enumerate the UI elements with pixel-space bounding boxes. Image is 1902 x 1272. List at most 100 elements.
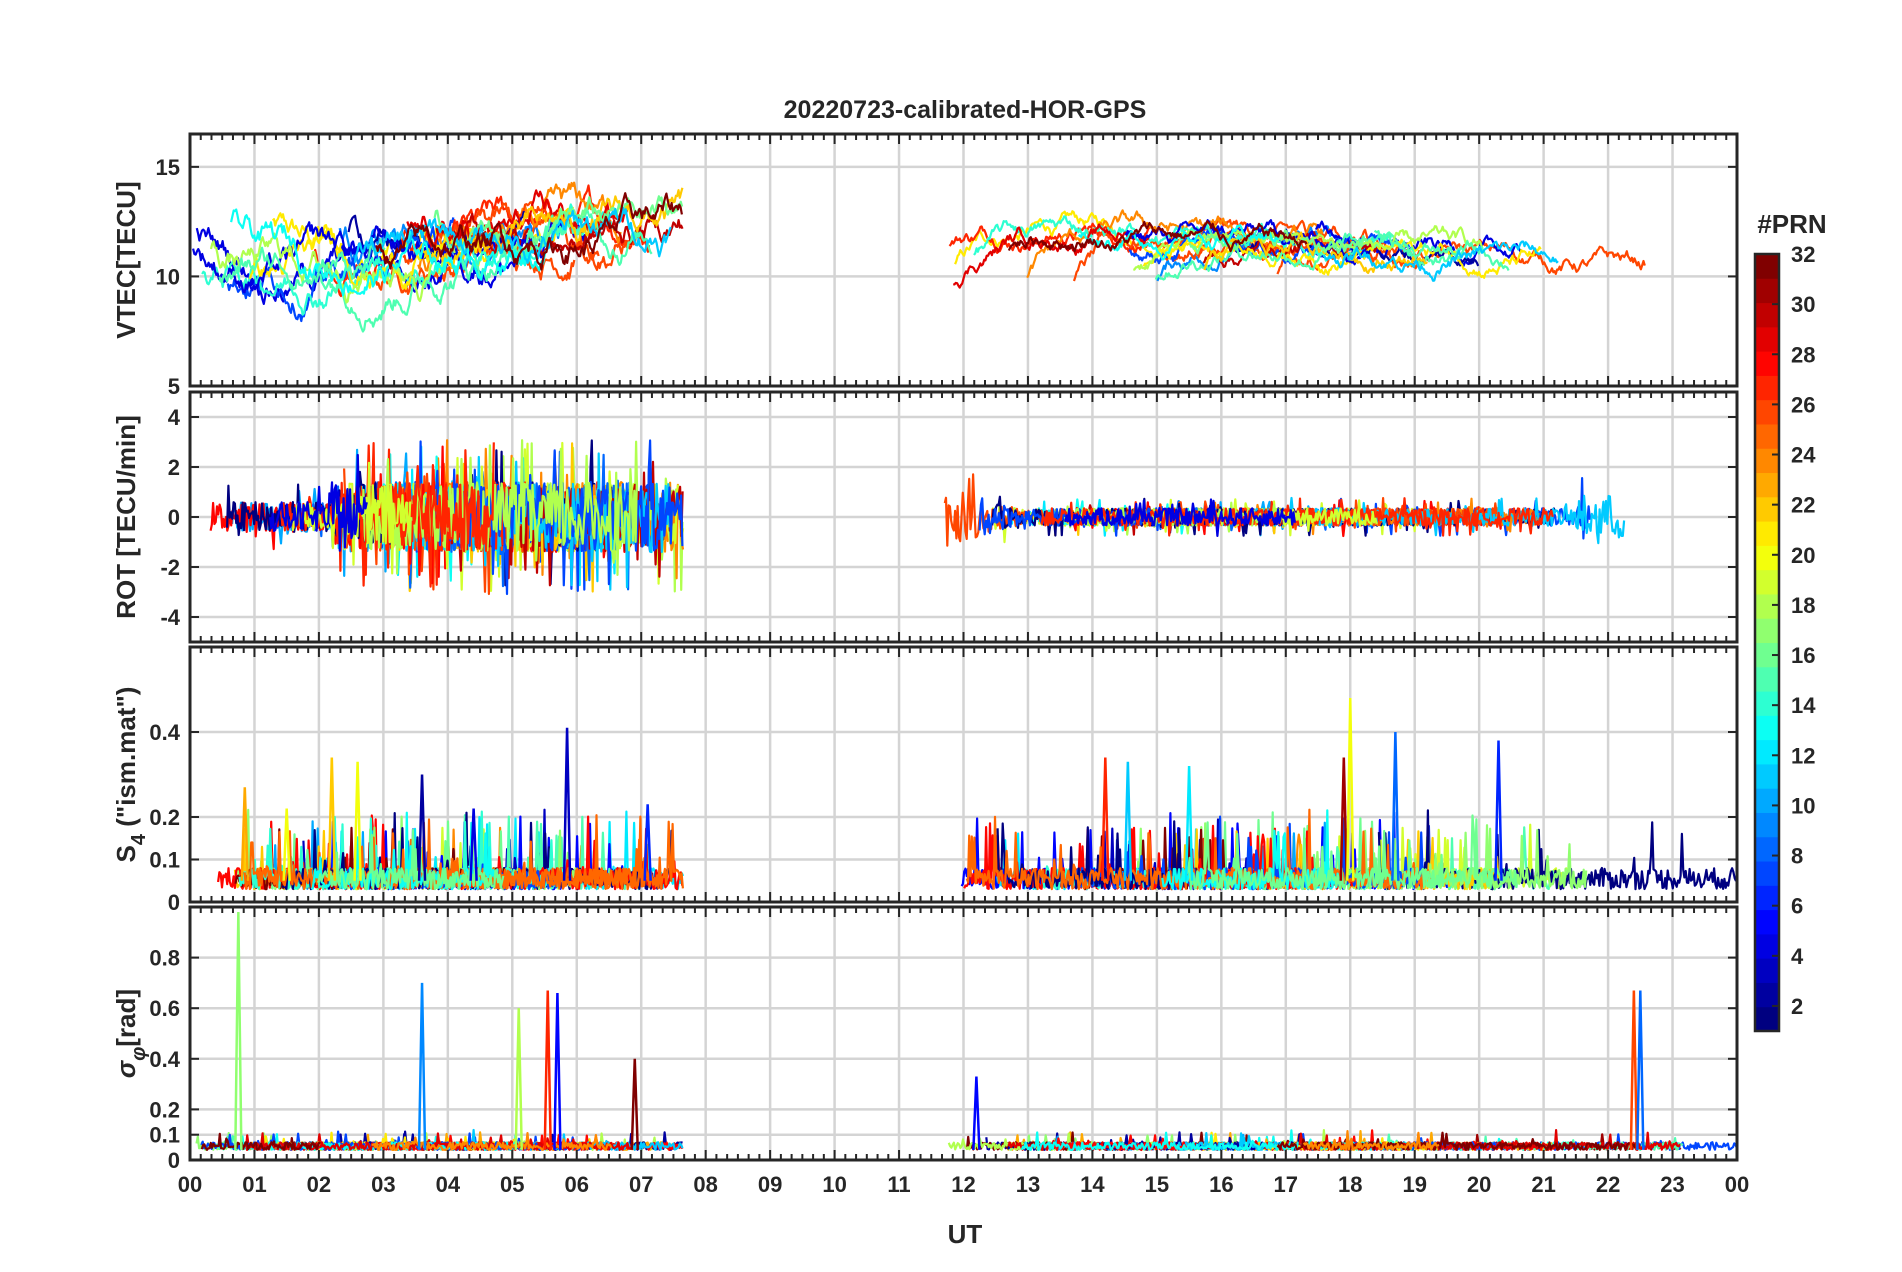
x-tick-label: 11: [887, 1172, 910, 1197]
y-tick-label-sigma_phi: 0.6: [149, 996, 180, 1021]
colorbar-segment: [1755, 812, 1779, 838]
y-tick-label-rot: -2: [160, 555, 180, 580]
trace-prn-27: [312, 184, 651, 298]
trace-prn-15: [1373, 229, 1510, 271]
y-axis-label-s4: S4 ("ism.mat"): [111, 687, 150, 863]
trace-prn-15: [218, 238, 386, 291]
y-tick-label-rot: -4: [160, 605, 180, 630]
x-tick-label: 20: [1467, 1172, 1491, 1197]
y-label-sub: 4: [128, 833, 150, 845]
colorbar-tick-label: 24: [1791, 443, 1816, 468]
trace-prn-11: [1322, 240, 1559, 282]
panel-rot: -4 -2 0 2 4 ROT [TECU/min]: [111, 390, 1739, 644]
colorbar-segment: [1755, 302, 1779, 328]
y-label-rest: [rad]: [111, 989, 141, 1047]
colorbar-segment: [1755, 763, 1779, 789]
trace-prn-32: [375, 192, 683, 271]
colorbar-tick-label: 10: [1791, 793, 1815, 818]
x-tick-label: 15: [1145, 1172, 1169, 1197]
trace-prn-4: [1064, 498, 1296, 538]
x-tick-label: 07: [629, 1172, 653, 1197]
x-tick-label: 01: [242, 1172, 266, 1197]
y-tick-label-sigma_phi: 0: [168, 1148, 180, 1173]
spike-sigma_phi-6: [972, 1076, 981, 1150]
trace-prn-32: [200, 1132, 322, 1152]
x-tick-label: 17: [1274, 1172, 1298, 1197]
colorbar-segment: [1755, 982, 1779, 1008]
y-tick-label-sigma_phi: 0.8: [149, 946, 180, 971]
spike-sigma_phi-3: [543, 990, 552, 1150]
colorbar-segment: [1755, 618, 1779, 643]
trace-prn-24: [371, 1131, 613, 1152]
colorbar-segment: [1755, 254, 1779, 279]
x-tick-label: 13: [1016, 1172, 1040, 1197]
y-label-main: S: [111, 845, 141, 862]
x-tick-label: 23: [1660, 1172, 1684, 1197]
panel-s4: 00.10.20.4S4 ("ism.mat"): [111, 645, 1739, 915]
x-tick-label: 05: [500, 1172, 524, 1197]
spike-sigma_phi-4: [553, 992, 562, 1150]
trace-prn-24: [1302, 1129, 1440, 1151]
trace-prn-19: [291, 461, 412, 575]
x-tick-label: 12: [951, 1172, 975, 1197]
spike-s4-12: [1346, 697, 1355, 881]
y-label-main: σ: [111, 1059, 141, 1078]
spike-sigma_phi-7: [1629, 990, 1639, 1150]
ticks-sigma_phi: [189, 907, 1738, 1161]
y-label-rest: ("ism.mat"): [111, 687, 141, 834]
spike-s4-6: [562, 727, 572, 881]
x-tick-label: 09: [758, 1172, 782, 1197]
trace-prn-32: [1276, 1131, 1639, 1152]
colorbar-segment: [1755, 593, 1779, 619]
colorbar-tick-label: 26: [1791, 392, 1815, 417]
colorbar-segment: [1755, 836, 1779, 862]
colorbar-tick-label: 4: [1791, 944, 1804, 969]
colorbar-tick-label: 12: [1791, 743, 1815, 768]
spike-sigma_phi-0: [234, 912, 243, 1150]
traces-sigma_phi: [195, 912, 1737, 1152]
y-axis-label-vtec: VTEC[TECU]: [111, 181, 141, 338]
colorbar-tick-label: 6: [1791, 894, 1803, 919]
trace-prn-19: [1277, 507, 1378, 537]
y-label-sub: φ: [128, 1047, 150, 1061]
colorbar-segment: [1755, 715, 1779, 741]
trace-prn-32: [1007, 220, 1308, 253]
spike-sigma_phi-1: [417, 982, 427, 1150]
x-tick-label: 08: [693, 1172, 717, 1197]
colorbar-tick-label: 16: [1791, 643, 1815, 668]
spike-sigma_phi-8: [1636, 990, 1645, 1150]
colorbar-tick-label: 18: [1791, 593, 1815, 618]
colorbar-tick-label: 30: [1791, 292, 1815, 317]
x-tick-label: 03: [371, 1172, 395, 1197]
y-tick-label-s4: 0.2: [149, 805, 180, 830]
colorbar-segment: [1755, 448, 1779, 474]
chart-title: 20220723-calibrated-HOR-GPS: [784, 96, 1147, 124]
y-tick-label-vtec: 10: [156, 264, 180, 289]
y-tick-label-rot: 2: [168, 455, 180, 480]
y-tick-label-rot: 0: [168, 505, 180, 530]
colorbar-segment: [1755, 545, 1779, 571]
colorbar-segment: [1755, 278, 1779, 304]
x-tick-label: 16: [1209, 1172, 1233, 1197]
ticks-rot: [189, 392, 1738, 642]
traces-s4: [217, 697, 1737, 891]
spike-s4-13: [1391, 731, 1400, 881]
spike-s4-9: [1123, 761, 1133, 881]
colorbar-segment: [1755, 496, 1779, 522]
colorbar-tick-label: 22: [1791, 493, 1815, 518]
trace-prn-4: [1315, 220, 1522, 267]
trace-prn-18: [209, 232, 456, 304]
colorbar-segment: [1755, 326, 1779, 352]
colorbar-tick-label: 20: [1791, 543, 1815, 568]
trace-prn-22: [414, 187, 684, 269]
x-tick-label: 00: [1725, 1172, 1749, 1197]
y-tick-label-s4: 0.1: [149, 848, 180, 873]
spike-s4-0: [240, 787, 250, 881]
x-tick-label: 14: [1080, 1172, 1105, 1197]
spike-s4-2: [327, 757, 337, 881]
spike-s4-11: [1339, 757, 1349, 881]
colorbar-frame: [1753, 252, 1781, 1033]
y-tick-label-sigma_phi: 0.2: [149, 1097, 180, 1122]
spike-s4-8: [1101, 757, 1110, 881]
